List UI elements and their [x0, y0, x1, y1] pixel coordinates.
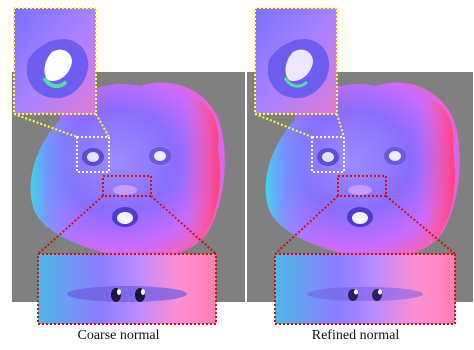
caption-refined: Refined normal: [311, 328, 400, 343]
eye-inset-connector: [95, 113, 110, 138]
eye-inset-connector: [336, 113, 345, 138]
caption-coarse: Coarse normal: [77, 328, 160, 343]
mouth-inset: [274, 253, 456, 325]
mouth-inset-connector: [37, 195, 104, 255]
eye-inset-connector: [13, 113, 78, 138]
mouth-focus-box: [102, 175, 152, 197]
refined-panel: [247, 7, 473, 325]
coarse-panel: [12, 7, 245, 325]
mouth-inset-connector: [150, 195, 217, 255]
eye-inset: [13, 7, 97, 115]
mouth-inset: [37, 253, 217, 325]
mouth-focus-box: [337, 175, 387, 197]
eye-focus-box: [311, 136, 345, 173]
eye-focus-box: [76, 136, 110, 173]
mouth-inset-connector: [385, 195, 456, 255]
eye-inset: [254, 7, 338, 115]
